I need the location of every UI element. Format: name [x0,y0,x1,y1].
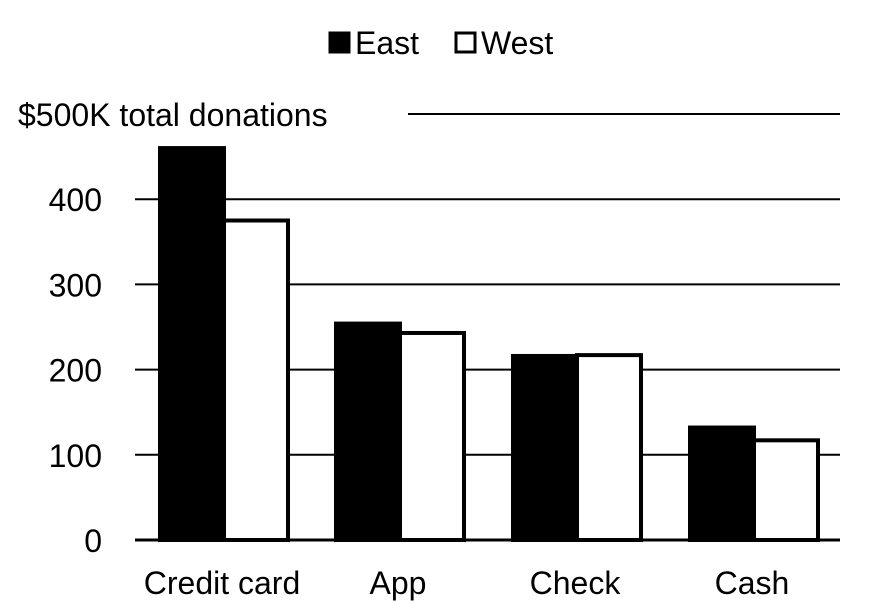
legend-label-east: East [355,25,419,61]
bar-west-check [575,353,643,542]
bar-west-cash [752,438,820,543]
legend: East West [328,25,553,61]
y-tick-label: 100 [49,438,102,474]
x-tick-label: App [370,565,427,601]
y-tick-label: 200 [49,353,102,389]
y-tick-label: 0 [84,523,102,559]
bar-east-app [334,321,402,543]
bars [135,146,840,543]
x-tick-label: Check [530,565,622,601]
bar-east-check [511,353,579,542]
x-tick-label: Cash [715,565,790,601]
bar-west-credit-card [222,218,290,542]
bar-west-app [398,330,466,542]
bar-east-credit-card [158,146,226,543]
legend-swatch-east [328,31,351,54]
x-tick-label: Credit card [144,565,301,601]
x-axis-ticks: Credit card App Check Cash [144,565,790,601]
y-tick-label: 400 [49,182,102,218]
top-gridline-label: $500K total donations [18,97,328,133]
y-tick-label: 300 [49,267,102,303]
bar-east-cash [688,425,756,543]
legend-label-west: West [481,25,553,61]
y-axis-ticks: 0 100 200 300 400 [49,182,102,559]
legend-swatch-west [454,31,477,54]
